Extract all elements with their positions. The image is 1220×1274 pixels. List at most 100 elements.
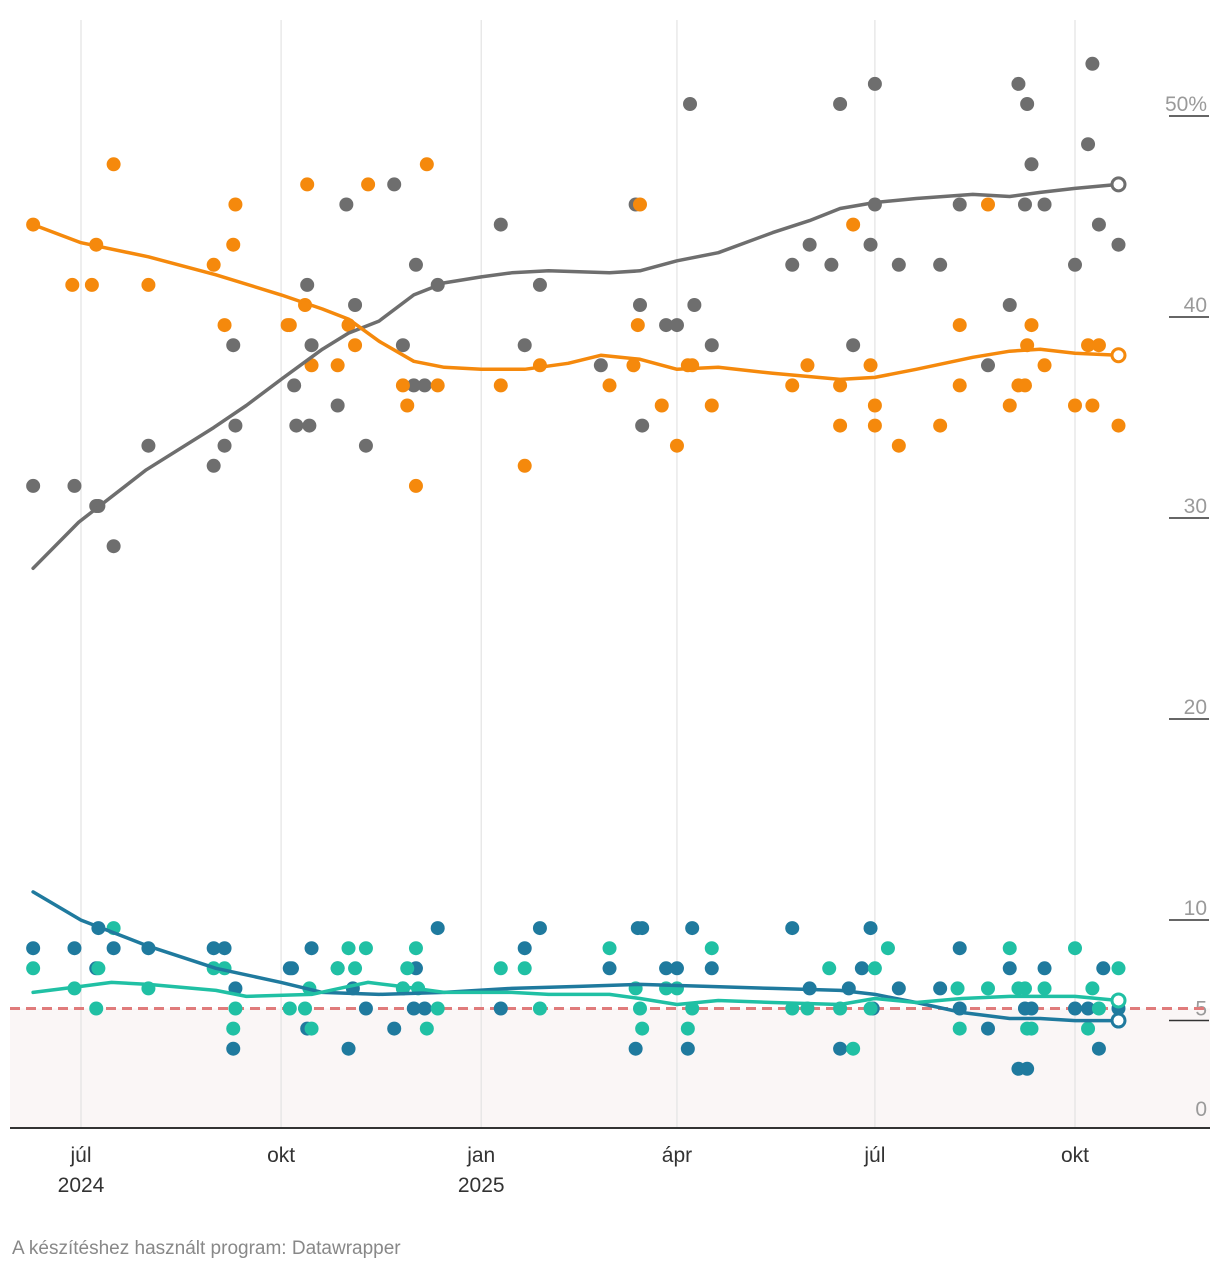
series-teal-point — [635, 1021, 650, 1036]
series-blue-point — [785, 921, 800, 936]
y-tick-label: 30 — [1184, 495, 1207, 518]
series-teal-point — [358, 941, 373, 956]
x-tick-label: okt — [1061, 1144, 1089, 1167]
series-gray-point — [304, 338, 319, 353]
series-gray-point — [408, 257, 423, 272]
series-teal-point — [785, 1001, 800, 1016]
series-gray-point — [1068, 257, 1082, 272]
series-teal-point — [980, 981, 995, 996]
series-blue-point — [358, 1001, 373, 1016]
series-blue-point — [284, 961, 299, 976]
series-blue-point — [517, 941, 532, 956]
series-blue-point — [67, 941, 82, 956]
x-tick-sublabel: 2025 — [458, 1174, 505, 1197]
series-blue-point — [980, 1021, 995, 1036]
series-teal-point — [704, 941, 719, 956]
series-teal-point — [26, 961, 41, 976]
series-orange-point — [867, 418, 882, 433]
series-gray-point — [348, 298, 363, 312]
series-orange-point — [602, 378, 617, 393]
series-blue-point — [417, 1001, 432, 1016]
series-teal-point — [400, 961, 415, 976]
series-orange-point — [330, 358, 345, 373]
series-blue-point — [680, 1041, 695, 1056]
series-gray-point — [952, 197, 967, 212]
footer-credit: A készítéshez használt program: Datawrap… — [12, 1238, 401, 1259]
series-gray-point — [493, 217, 508, 232]
series-orange-point — [704, 398, 719, 413]
series-gray-point — [891, 257, 906, 272]
series-gray-point — [228, 418, 243, 433]
series-orange-point — [430, 378, 445, 393]
series-gray-point — [933, 257, 948, 272]
series-orange-point — [632, 197, 647, 212]
series-teal-point — [341, 941, 356, 956]
series-orange-point — [106, 157, 121, 172]
series-blue-point — [854, 961, 869, 976]
series-gray-point — [1081, 137, 1096, 152]
series-teal-point — [330, 961, 345, 976]
series-gray-point — [1024, 157, 1039, 172]
series-teal-point — [1002, 941, 1017, 956]
series-blue-point — [891, 981, 906, 996]
series-gray-point — [339, 197, 354, 212]
series-gray-point — [833, 97, 848, 111]
series-blue-point — [1002, 961, 1017, 976]
series-gray-point — [593, 358, 608, 373]
series-blue-point — [863, 921, 878, 936]
series-gray-point — [226, 338, 241, 353]
series-orange-point — [1081, 338, 1096, 353]
series-blue-point — [628, 1041, 643, 1056]
series-teal-point — [228, 1001, 243, 1016]
series-teal-point — [1111, 961, 1126, 976]
series-blue-point — [304, 941, 319, 956]
series-gray-point — [1020, 97, 1035, 111]
series-orange-point — [1085, 398, 1100, 413]
series-gray-point — [785, 257, 800, 272]
series-gray-point — [687, 298, 702, 312]
y-tick-label: 0 — [1195, 1098, 1207, 1121]
series-orange-trend-line — [31, 222, 1121, 382]
series-blue-point — [952, 941, 967, 956]
x-tick-sublabel: 2024 — [58, 1174, 105, 1197]
series-orange-point — [833, 378, 848, 393]
series-teal-point — [1081, 1021, 1096, 1036]
y-axis: 50%4030201050 — [1165, 93, 1209, 1121]
series-gray-point — [683, 97, 698, 111]
series-blue-point — [26, 941, 41, 956]
series-blue-point — [1081, 1001, 1096, 1016]
series-gray-trend-line — [31, 182, 1121, 571]
grid-layer — [80, 20, 1076, 1128]
series-orange-point — [891, 438, 906, 453]
series-orange-point — [630, 318, 645, 333]
series-orange-point — [84, 277, 99, 292]
series-gray-point — [302, 418, 317, 433]
series-gray-point — [632, 298, 647, 312]
series-orange-point — [300, 177, 315, 192]
series-teal-point — [1017, 981, 1032, 996]
series-orange-point — [493, 378, 508, 393]
series-teal-point — [1024, 1021, 1039, 1036]
y-tick-label: 10 — [1184, 897, 1207, 920]
x-tick-label: júl — [69, 1144, 91, 1167]
series-orange-point — [1037, 358, 1052, 373]
series-orange-point — [980, 197, 995, 212]
series-gray-point — [1011, 76, 1026, 91]
series-teal-point — [669, 981, 684, 996]
series-blue-point — [406, 1001, 421, 1016]
series-gray-point — [824, 257, 839, 272]
x-axis: júl 2024 okt jan 2025 ápr júl okt — [58, 1144, 1090, 1197]
series-gray-point — [395, 338, 410, 353]
series-orange-point — [419, 157, 434, 172]
series-orange-point — [395, 378, 410, 393]
series-teal-point — [680, 1021, 695, 1036]
series-orange-point — [1068, 398, 1082, 413]
series-orange-point — [517, 458, 532, 473]
series-teal-point — [867, 961, 882, 976]
series-gray-point — [1091, 217, 1106, 232]
series-gray-point — [635, 418, 650, 433]
series-teal-end-marker — [1110, 992, 1127, 1009]
series-teal-point — [282, 1001, 297, 1016]
series-gray-point — [300, 277, 315, 292]
series-gray-point — [106, 539, 121, 554]
